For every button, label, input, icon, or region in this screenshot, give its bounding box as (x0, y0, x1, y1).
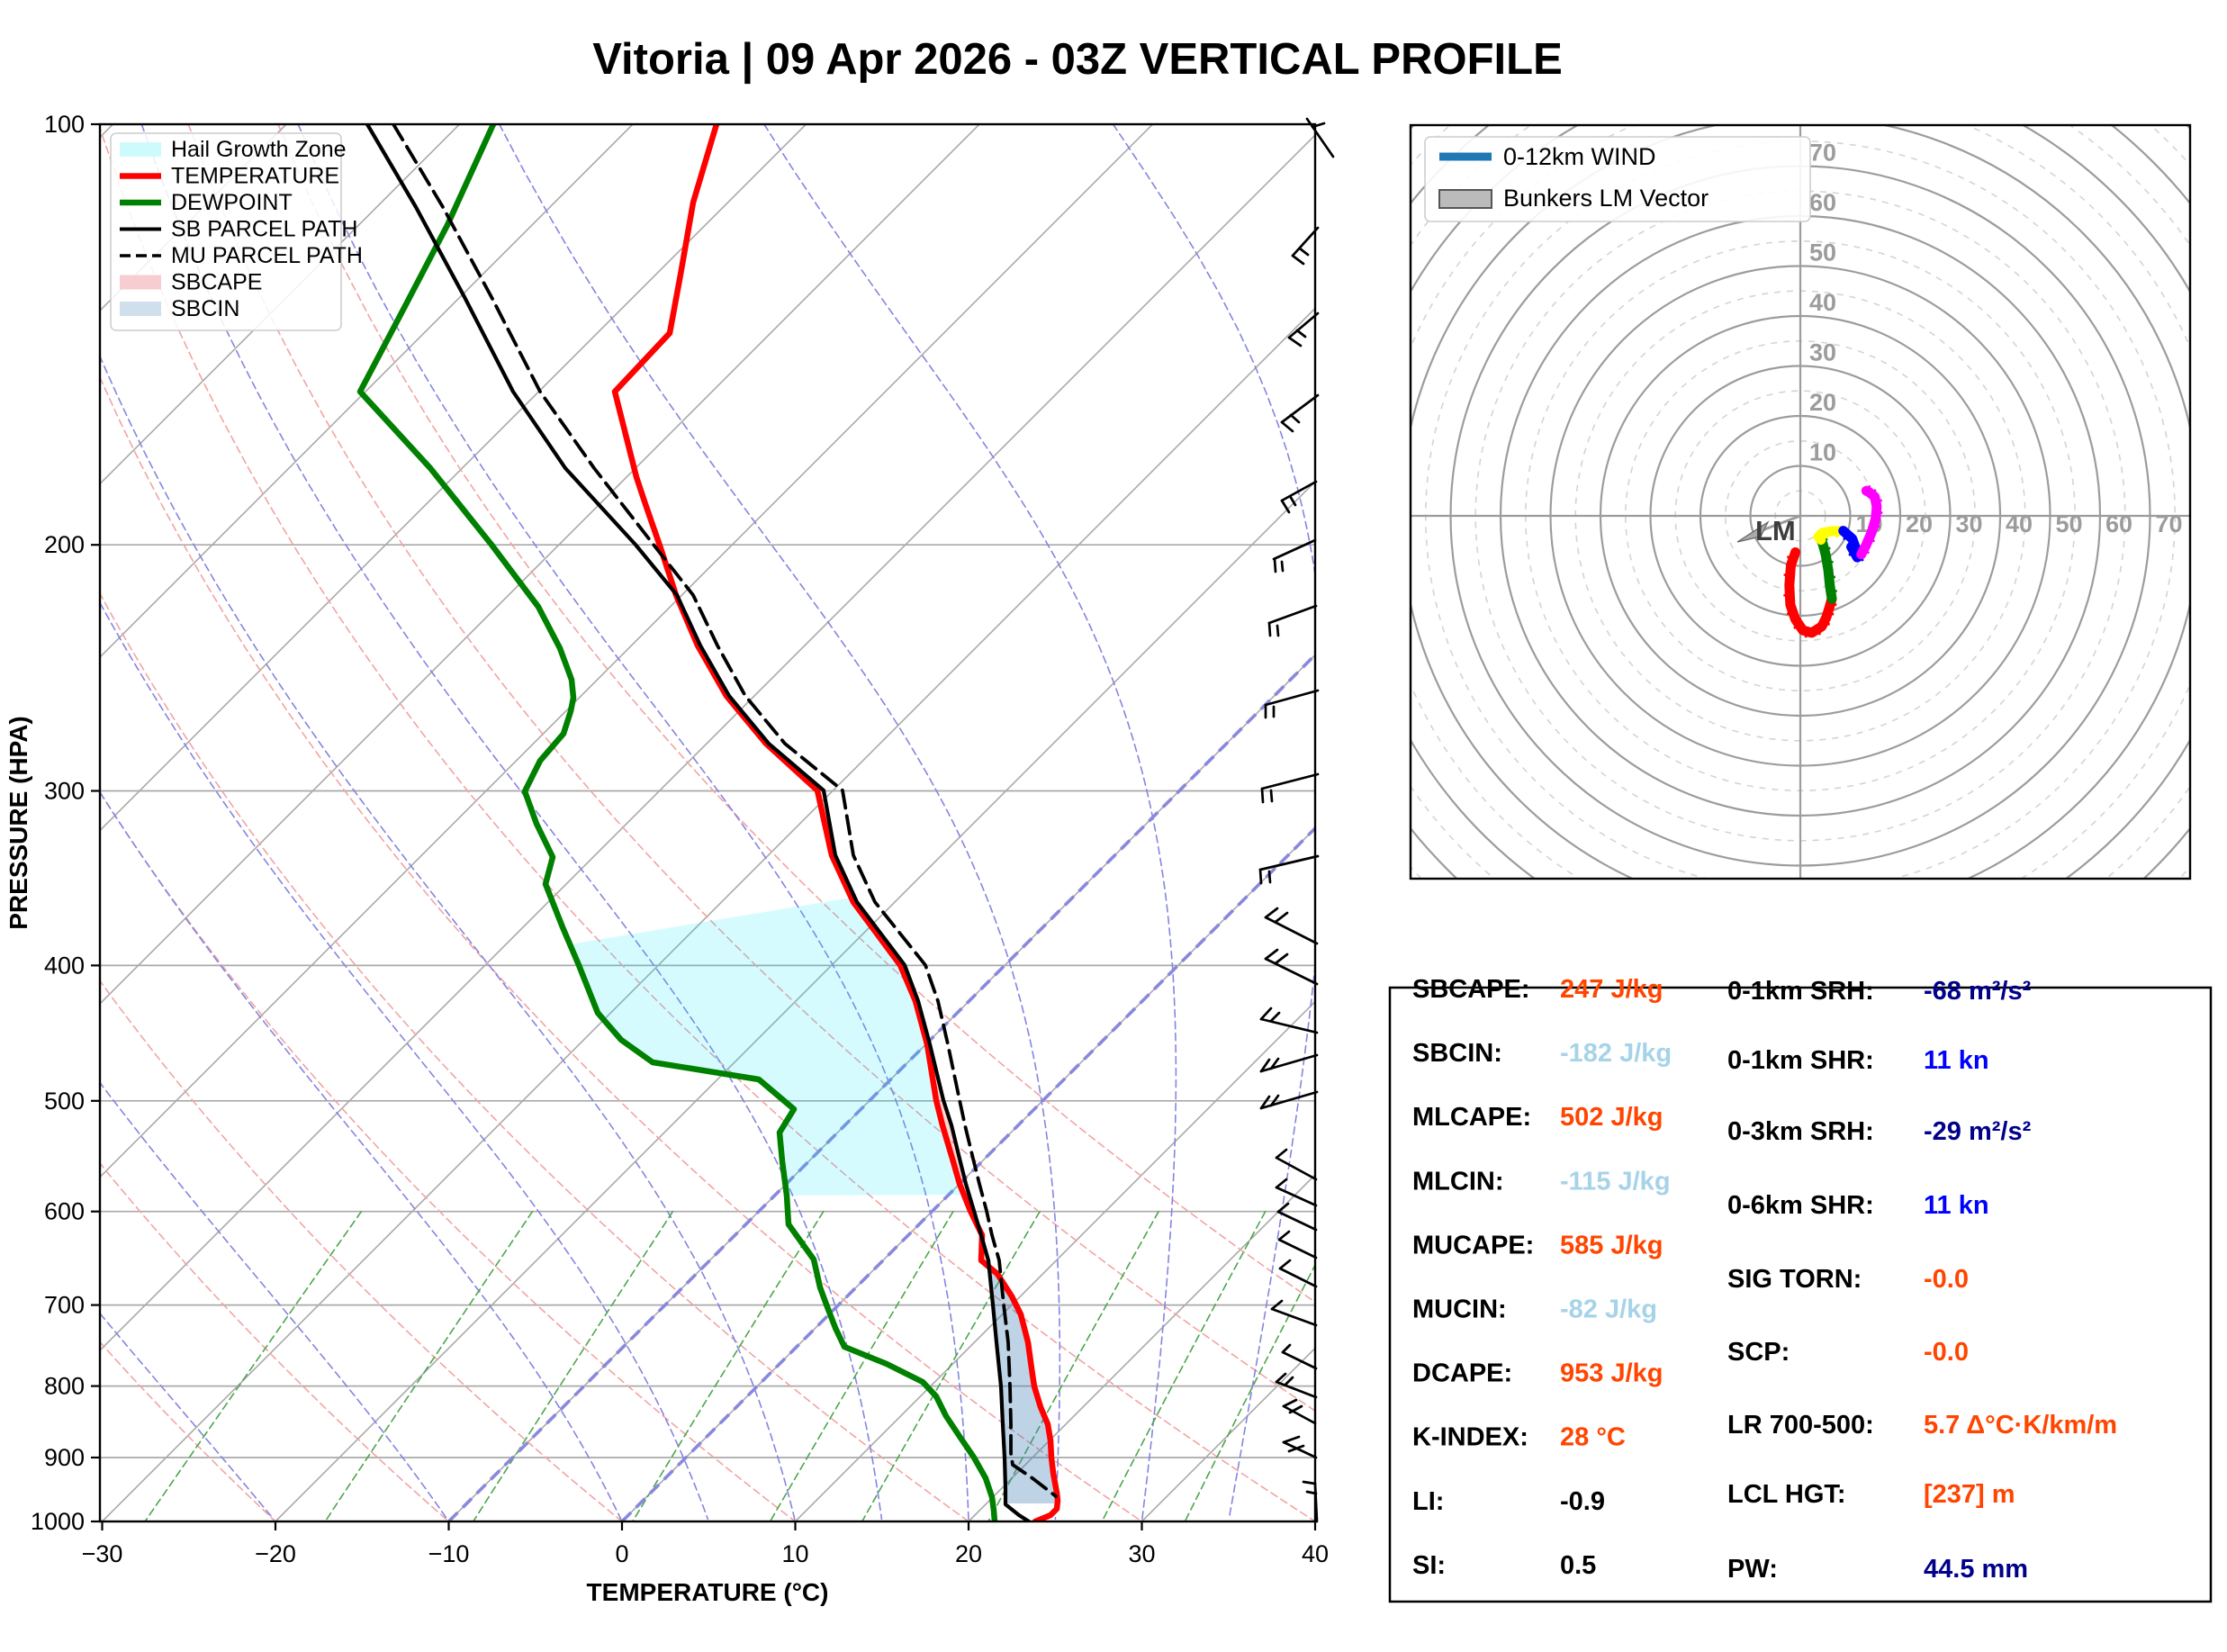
svg-text:70: 70 (1809, 140, 1836, 167)
svg-text:1000: 1000 (31, 1508, 85, 1535)
svg-text:500: 500 (44, 1088, 85, 1115)
svg-text:30: 30 (1956, 510, 1983, 537)
svg-text:Hail Growth Zone: Hail Growth Zone (171, 137, 347, 162)
svg-text:-82 J/kg: -82 J/kg (1560, 1295, 1657, 1324)
svg-text:60: 60 (1809, 189, 1836, 216)
svg-text:11 kn: 11 kn (1924, 1046, 1989, 1075)
svg-text:−20: −20 (255, 1540, 296, 1567)
svg-text:30: 30 (1128, 1540, 1155, 1567)
svg-text:0: 0 (615, 1540, 628, 1567)
svg-text:40: 40 (1302, 1540, 1329, 1567)
svg-text:Bunkers LM Vector: Bunkers LM Vector (1503, 185, 1709, 212)
svg-text:PW:: PW: (1727, 1555, 1778, 1584)
svg-text:300: 300 (44, 778, 85, 805)
svg-text:0-12km WIND: 0-12km WIND (1503, 143, 1656, 170)
svg-text:SI:: SI: (1412, 1551, 1446, 1580)
svg-text:44.5 mm: 44.5 mm (1924, 1555, 2028, 1584)
svg-text:10: 10 (781, 1540, 808, 1567)
svg-text:−10: −10 (428, 1540, 470, 1567)
svg-text:28 °C: 28 °C (1560, 1423, 1626, 1452)
svg-text:40: 40 (2006, 510, 2033, 537)
svg-text:70: 70 (2156, 510, 2183, 537)
svg-text:MUCAPE:: MUCAPE: (1412, 1231, 1534, 1259)
svg-text:-115 J/kg: -115 J/kg (1560, 1167, 1671, 1196)
svg-text:0-1km SHR:: 0-1km SHR: (1727, 1046, 1874, 1075)
svg-text:100: 100 (44, 111, 85, 138)
svg-text:-0.9: -0.9 (1560, 1487, 1605, 1516)
svg-text:0-1km SRH:: 0-1km SRH: (1727, 977, 1874, 1006)
svg-text:PRESSURE (HPA): PRESSURE (HPA) (5, 716, 32, 930)
svg-text:5.7 Δ°C·K/km/m: 5.7 Δ°C·K/km/m (1924, 1411, 2117, 1440)
svg-text:20: 20 (1809, 389, 1836, 416)
svg-text:SBCIN:: SBCIN: (1412, 1039, 1502, 1068)
svg-text:-0.0: -0.0 (1924, 1338, 1969, 1367)
svg-text:0-6km SHR:: 0-6km SHR: (1727, 1191, 1874, 1220)
svg-text:400: 400 (44, 952, 85, 979)
svg-text:-182 J/kg: -182 J/kg (1560, 1039, 1672, 1068)
svg-text:MLCIN:: MLCIN: (1412, 1167, 1503, 1196)
svg-text:SBCAPE: SBCAPE (171, 270, 262, 295)
svg-text:DEWPOINT: DEWPOINT (171, 190, 293, 215)
svg-text:LR 700-500:: LR 700-500: (1727, 1411, 1874, 1440)
svg-text:800: 800 (44, 1373, 85, 1400)
svg-text:0-3km SRH:: 0-3km SRH: (1727, 1117, 1874, 1146)
svg-text:LM: LM (1755, 515, 1796, 546)
svg-text:LI:: LI: (1412, 1487, 1444, 1516)
svg-text:600: 600 (44, 1198, 85, 1225)
svg-text:-29 m²/s²: -29 m²/s² (1924, 1117, 2032, 1146)
svg-text:11 kn: 11 kn (1924, 1191, 1989, 1220)
svg-text:50: 50 (2056, 510, 2083, 537)
svg-text:[237] m: [237] m (1924, 1480, 2015, 1509)
svg-text:MUCIN:: MUCIN: (1412, 1295, 1507, 1324)
svg-text:20: 20 (1906, 510, 1933, 537)
svg-text:-0.0: -0.0 (1924, 1265, 1969, 1294)
svg-text:40: 40 (1809, 289, 1836, 316)
svg-text:247 J/kg: 247 J/kg (1560, 975, 1663, 1004)
svg-text:585 J/kg: 585 J/kg (1560, 1231, 1663, 1259)
svg-text:−30: −30 (82, 1540, 123, 1567)
svg-text:SIG TORN:: SIG TORN: (1727, 1265, 1862, 1294)
svg-text:LCL HGT:: LCL HGT: (1727, 1480, 1846, 1509)
svg-text:60: 60 (2105, 510, 2132, 537)
svg-text:900: 900 (44, 1444, 85, 1471)
svg-text:MU PARCEL PATH: MU PARCEL PATH (171, 243, 363, 268)
svg-text:700: 700 (44, 1292, 85, 1319)
svg-text:0.5: 0.5 (1560, 1551, 1596, 1580)
svg-text:Vitoria | 09 Apr 2026 - 03Z VE: Vitoria | 09 Apr 2026 - 03Z VERTICAL PRO… (592, 35, 1563, 84)
svg-text:MLCAPE:: MLCAPE: (1412, 1103, 1531, 1132)
svg-text:30: 30 (1809, 339, 1836, 366)
svg-text:50: 50 (1809, 239, 1836, 266)
svg-text:10: 10 (1809, 439, 1836, 466)
svg-text:SCP:: SCP: (1727, 1338, 1790, 1367)
svg-text:20: 20 (955, 1540, 982, 1567)
svg-text:953 J/kg: 953 J/kg (1560, 1359, 1663, 1388)
svg-text:-68 m²/s²: -68 m²/s² (1924, 977, 2032, 1006)
svg-text:SBCIN: SBCIN (171, 296, 239, 321)
svg-text:K-INDEX:: K-INDEX: (1412, 1423, 1528, 1452)
svg-text:TEMPERATURE: TEMPERATURE (171, 164, 339, 189)
svg-text:SB PARCEL PATH: SB PARCEL PATH (171, 217, 357, 242)
svg-text:SBCAPE:: SBCAPE: (1412, 975, 1530, 1004)
svg-text:502 J/kg: 502 J/kg (1560, 1103, 1663, 1132)
svg-text:DCAPE:: DCAPE: (1412, 1359, 1512, 1388)
svg-text:TEMPERATURE (°C): TEMPERATURE (°C) (587, 1578, 829, 1606)
svg-text:200: 200 (44, 531, 85, 558)
